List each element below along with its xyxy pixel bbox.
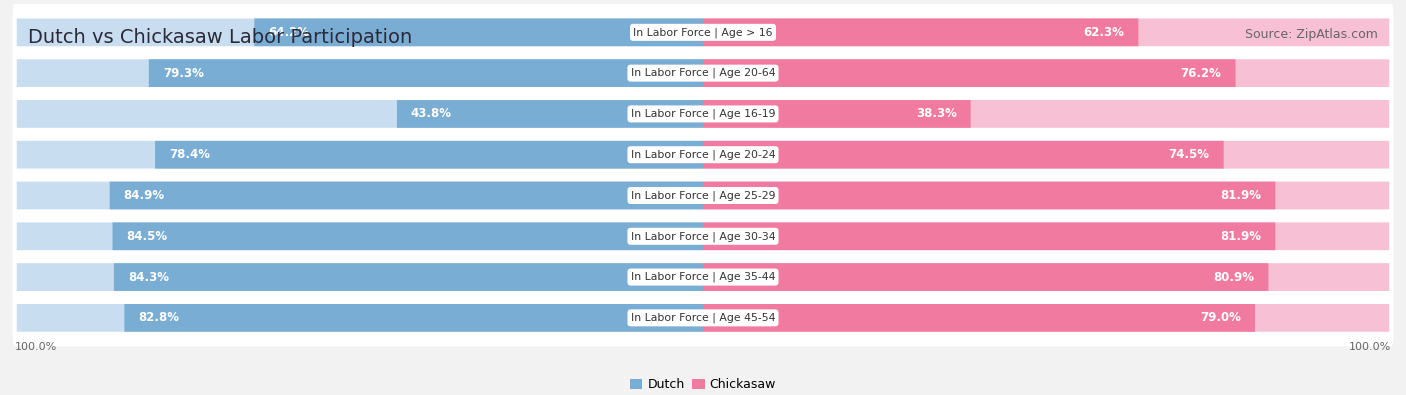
FancyBboxPatch shape xyxy=(124,304,703,332)
FancyBboxPatch shape xyxy=(13,85,1393,143)
FancyBboxPatch shape xyxy=(703,222,1389,250)
Text: 80.9%: 80.9% xyxy=(1213,271,1254,284)
FancyBboxPatch shape xyxy=(17,141,703,169)
Text: 81.9%: 81.9% xyxy=(1220,189,1261,202)
FancyBboxPatch shape xyxy=(703,100,1389,128)
Legend: Dutch, Chickasaw: Dutch, Chickasaw xyxy=(624,373,782,395)
FancyBboxPatch shape xyxy=(703,141,1223,169)
Text: 84.3%: 84.3% xyxy=(128,271,169,284)
FancyBboxPatch shape xyxy=(13,126,1393,183)
Text: 82.8%: 82.8% xyxy=(138,311,180,324)
FancyBboxPatch shape xyxy=(703,304,1256,332)
Text: 62.3%: 62.3% xyxy=(1084,26,1125,39)
Text: In Labor Force | Age 20-24: In Labor Force | Age 20-24 xyxy=(631,149,775,160)
Text: In Labor Force | Age 45-54: In Labor Force | Age 45-54 xyxy=(631,312,775,323)
Text: 78.4%: 78.4% xyxy=(169,148,209,161)
Text: 84.5%: 84.5% xyxy=(127,230,167,243)
Text: 84.9%: 84.9% xyxy=(124,189,165,202)
FancyBboxPatch shape xyxy=(703,19,1139,46)
FancyBboxPatch shape xyxy=(254,19,703,46)
Text: 38.3%: 38.3% xyxy=(915,107,956,120)
Text: In Labor Force | Age 35-44: In Labor Force | Age 35-44 xyxy=(631,272,775,282)
FancyBboxPatch shape xyxy=(114,263,703,291)
Text: 100.0%: 100.0% xyxy=(1350,342,1392,352)
Text: 74.5%: 74.5% xyxy=(1168,148,1209,161)
FancyBboxPatch shape xyxy=(703,19,1389,46)
FancyBboxPatch shape xyxy=(155,141,703,169)
Text: 76.2%: 76.2% xyxy=(1181,67,1222,80)
Text: 43.8%: 43.8% xyxy=(411,107,451,120)
FancyBboxPatch shape xyxy=(13,248,1393,306)
FancyBboxPatch shape xyxy=(703,59,1236,87)
FancyBboxPatch shape xyxy=(703,141,1389,169)
Text: In Labor Force | Age 30-34: In Labor Force | Age 30-34 xyxy=(631,231,775,241)
FancyBboxPatch shape xyxy=(703,263,1389,291)
FancyBboxPatch shape xyxy=(17,304,703,332)
FancyBboxPatch shape xyxy=(17,182,703,209)
FancyBboxPatch shape xyxy=(17,59,703,87)
Text: 79.0%: 79.0% xyxy=(1201,311,1241,324)
FancyBboxPatch shape xyxy=(112,222,703,250)
FancyBboxPatch shape xyxy=(703,263,1268,291)
FancyBboxPatch shape xyxy=(13,208,1393,265)
Text: 100.0%: 100.0% xyxy=(14,342,56,352)
FancyBboxPatch shape xyxy=(17,222,703,250)
FancyBboxPatch shape xyxy=(703,100,970,128)
Text: 79.3%: 79.3% xyxy=(163,67,204,80)
FancyBboxPatch shape xyxy=(703,304,1389,332)
FancyBboxPatch shape xyxy=(149,59,703,87)
FancyBboxPatch shape xyxy=(703,182,1389,209)
Text: In Labor Force | Age 16-19: In Labor Force | Age 16-19 xyxy=(631,109,775,119)
FancyBboxPatch shape xyxy=(110,182,703,209)
FancyBboxPatch shape xyxy=(13,45,1393,102)
FancyBboxPatch shape xyxy=(396,100,703,128)
Text: Source: ZipAtlas.com: Source: ZipAtlas.com xyxy=(1244,28,1378,41)
FancyBboxPatch shape xyxy=(17,19,703,46)
FancyBboxPatch shape xyxy=(703,222,1275,250)
Text: In Labor Force | Age 25-29: In Labor Force | Age 25-29 xyxy=(631,190,775,201)
Text: In Labor Force | Age > 16: In Labor Force | Age > 16 xyxy=(633,27,773,38)
FancyBboxPatch shape xyxy=(17,100,703,128)
Text: In Labor Force | Age 20-64: In Labor Force | Age 20-64 xyxy=(631,68,775,78)
FancyBboxPatch shape xyxy=(703,59,1389,87)
FancyBboxPatch shape xyxy=(703,182,1275,209)
FancyBboxPatch shape xyxy=(13,289,1393,346)
Text: 81.9%: 81.9% xyxy=(1220,230,1261,243)
FancyBboxPatch shape xyxy=(17,263,703,291)
Text: Dutch vs Chickasaw Labor Participation: Dutch vs Chickasaw Labor Participation xyxy=(28,28,412,47)
FancyBboxPatch shape xyxy=(13,4,1393,61)
Text: 64.2%: 64.2% xyxy=(269,26,309,39)
FancyBboxPatch shape xyxy=(13,167,1393,224)
